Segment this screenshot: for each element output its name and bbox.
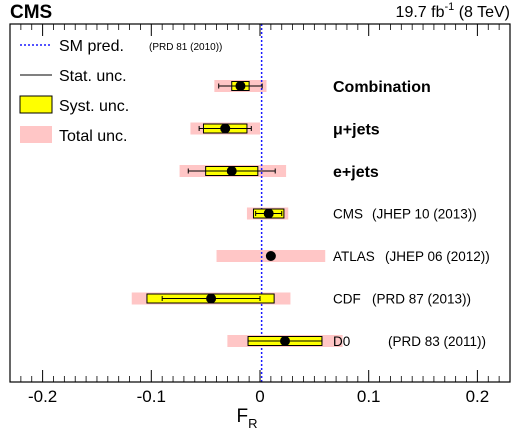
row-label: CDF — [333, 292, 361, 307]
row-labels: Combination μ+jets e+jets CMS (JHEP 10 (2013… — [333, 79, 490, 349]
row-label: μ+jets — [333, 122, 380, 139]
central-value-marker — [235, 81, 246, 91]
row-label: CMS — [333, 207, 363, 222]
row-label: e+jets — [333, 164, 379, 181]
row-label: D0 — [333, 334, 350, 349]
lumi-energy: (8 TeV) — [454, 4, 510, 21]
x-axis: -0.2 -0.1 0 0.1 0.2 — [20, 24, 500, 406]
legend: SM pred. (PRD 81 (2010)) Stat. unc. Syst… — [19, 38, 222, 145]
systematic-uncertainty-boxes — [146, 81, 323, 346]
legend-syst-label: Syst. unc. — [59, 98, 129, 115]
central-value-marker — [263, 208, 274, 219]
lumi-exponent: -1 — [444, 1, 454, 13]
row-reference: (JHEP 10 (2013)) — [372, 207, 477, 222]
central-value-marker — [220, 123, 231, 134]
row-reference: (PRD 87 (2013)) — [372, 292, 471, 307]
x-axis-label-subscript: R — [248, 416, 257, 431]
total-uncertainty-bands — [131, 80, 343, 347]
central-value-marker — [265, 251, 276, 261]
row-reference: (JHEP 06 (2012)) — [385, 249, 490, 264]
legend-total-swatch — [20, 126, 52, 143]
central-value-marker — [280, 336, 290, 346]
experiment-label: CMS — [10, 2, 52, 23]
central-value-marker — [206, 293, 217, 304]
legend-sm-label: SM pred. — [59, 38, 124, 55]
row-label: ATLAS — [333, 249, 375, 264]
legend-stat-label: Stat. unc. — [59, 68, 127, 85]
central-values — [206, 81, 290, 346]
row-label: Combination — [333, 79, 431, 96]
x-tick-label: 0.2 — [466, 387, 490, 406]
legend-syst-swatch — [19, 95, 53, 114]
x-tick-label: 0.1 — [357, 387, 381, 406]
x-tick-label: -0.1 — [137, 387, 166, 406]
row-reference: (PRD 83 (2011)) — [388, 334, 486, 349]
legend-total-label: Total unc. — [59, 128, 127, 145]
central-value-marker — [226, 166, 237, 176]
lumi-label: 19.7 fb-1 (8 TeV) — [396, 1, 510, 21]
x-tick-label: -0.2 — [28, 387, 57, 406]
legend-sm-ref: (PRD 81 (2010)) — [149, 42, 222, 53]
x-tick-label: 0 — [255, 387, 264, 406]
x-axis-label: FR — [237, 406, 258, 431]
